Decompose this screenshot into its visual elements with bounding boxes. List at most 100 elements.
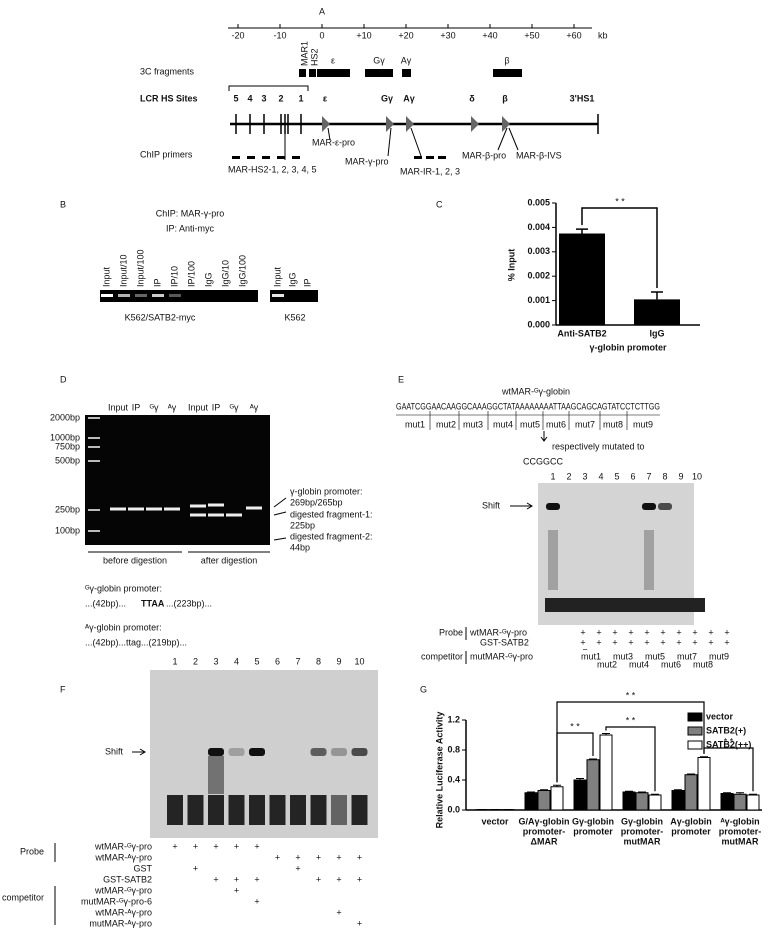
row-label: GST <box>133 863 152 873</box>
lane-number: 10 <box>354 656 364 666</box>
site-label: 5 <box>233 93 238 103</box>
row-mark: + <box>336 874 341 884</box>
bar <box>635 792 649 811</box>
primer-label: MAR-γ-pro <box>345 156 389 166</box>
row-mark: + <box>213 841 218 851</box>
legend-swatch <box>687 726 703 736</box>
free-probe <box>625 598 641 612</box>
y-tick-label: 1.2 <box>447 714 460 724</box>
band <box>351 748 368 756</box>
free-probe <box>249 795 265 825</box>
lane-label: IP/100 <box>186 261 196 287</box>
tick-label: +20 <box>398 30 413 40</box>
band <box>208 748 224 756</box>
panel-label: B <box>60 199 66 209</box>
row-mark: mut2 <box>597 659 617 669</box>
row-mark: + <box>193 841 198 851</box>
legend-swatch <box>687 712 703 722</box>
lane-number: 6 <box>630 471 635 481</box>
lane-number: 4 <box>598 471 603 481</box>
row-mark: + <box>357 874 362 884</box>
lane-number: 1 <box>172 656 177 666</box>
mutation-label: mut6 <box>546 419 566 429</box>
lane-number: 9 <box>678 471 683 481</box>
bar <box>599 734 613 811</box>
x-tick-label: promoter <box>573 826 613 836</box>
seq: ...(42bp)... <box>85 598 126 608</box>
shift-label: Shift <box>482 500 501 510</box>
gene-arrow <box>471 116 479 132</box>
tick-label: -10 <box>273 30 286 40</box>
ladder-band <box>88 437 100 439</box>
row-label: wtMAR-ᴳγ-pro <box>94 841 152 851</box>
seq-title: ᴳγ-globin promoter: <box>85 583 162 593</box>
band <box>246 506 262 510</box>
significance-bracket <box>556 701 705 783</box>
annotation: * * <box>570 721 580 731</box>
bar <box>524 792 538 811</box>
lane-number: 5 <box>614 471 619 481</box>
free-probe <box>577 598 593 612</box>
free-probe <box>331 795 347 825</box>
row-mark: + <box>254 896 259 906</box>
fragment-label: β <box>504 55 509 65</box>
error-bar <box>700 756 708 758</box>
site-label: 2 <box>278 93 283 103</box>
row-label: 3C fragments <box>140 66 195 76</box>
error-bar <box>527 791 535 793</box>
row-mark: mut3 <box>613 651 633 661</box>
tick-label: +60 <box>566 30 581 40</box>
lane-label: IgG/100 <box>237 255 247 287</box>
x-tick-label: Gγ-globin <box>572 816 614 826</box>
row-mark: + <box>275 852 280 862</box>
error-bar <box>540 789 548 791</box>
row-mark: + <box>234 841 239 851</box>
ladder-band <box>88 417 100 419</box>
arrow <box>132 748 146 756</box>
gel <box>85 415 270 545</box>
tick-label: +30 <box>440 30 455 40</box>
lane-label: IP <box>132 402 141 412</box>
lane-label: IgG <box>287 272 297 287</box>
size-label: 100bp <box>55 525 80 535</box>
gel <box>100 290 258 302</box>
row-mark: + <box>193 863 198 873</box>
bar <box>697 757 711 811</box>
row-mark: + <box>316 852 321 862</box>
primer <box>277 156 285 159</box>
row-mark: mut9 <box>709 651 729 661</box>
row-label: competitor <box>421 651 463 661</box>
lane-label: IP/10 <box>169 266 179 287</box>
fragment <box>493 69 522 77</box>
free-probe <box>167 795 183 825</box>
gel <box>270 290 318 302</box>
x-axis-title: γ-globin promoter <box>590 342 667 352</box>
primer <box>426 156 434 159</box>
lane-label: ᴬγ <box>249 402 259 412</box>
bar <box>733 793 747 811</box>
row-mark: + <box>644 627 649 637</box>
replacement: CCGGCC <box>523 456 563 466</box>
x-tick-label: Gγ-globin <box>621 816 663 826</box>
row-mark: + <box>660 627 665 637</box>
bar <box>648 794 662 811</box>
lane-label: Input <box>272 266 282 287</box>
row-mark: + <box>580 637 585 647</box>
note: digested fragment-2: <box>290 531 373 541</box>
legend-label: vector <box>706 711 734 721</box>
lane-label: ᴳγ <box>230 402 239 412</box>
row-label: GST-SATB2 <box>480 637 529 647</box>
panel-label: D <box>60 374 67 384</box>
lane-label: Input <box>108 402 129 412</box>
lane-number: 3 <box>213 656 218 666</box>
row-mark: + <box>724 637 729 647</box>
primer-label: MAR-β-pro <box>462 150 506 160</box>
site-label: 1 <box>298 93 303 103</box>
ladder-band <box>88 530 100 532</box>
site-label: 4 <box>247 93 252 103</box>
y-axis-title: % Input <box>506 249 516 282</box>
row-label: mutMAR-ᴳγ-pro <box>470 651 533 661</box>
gene-label: δ <box>469 93 475 103</box>
free-probe <box>310 795 327 825</box>
fragment <box>402 69 411 77</box>
